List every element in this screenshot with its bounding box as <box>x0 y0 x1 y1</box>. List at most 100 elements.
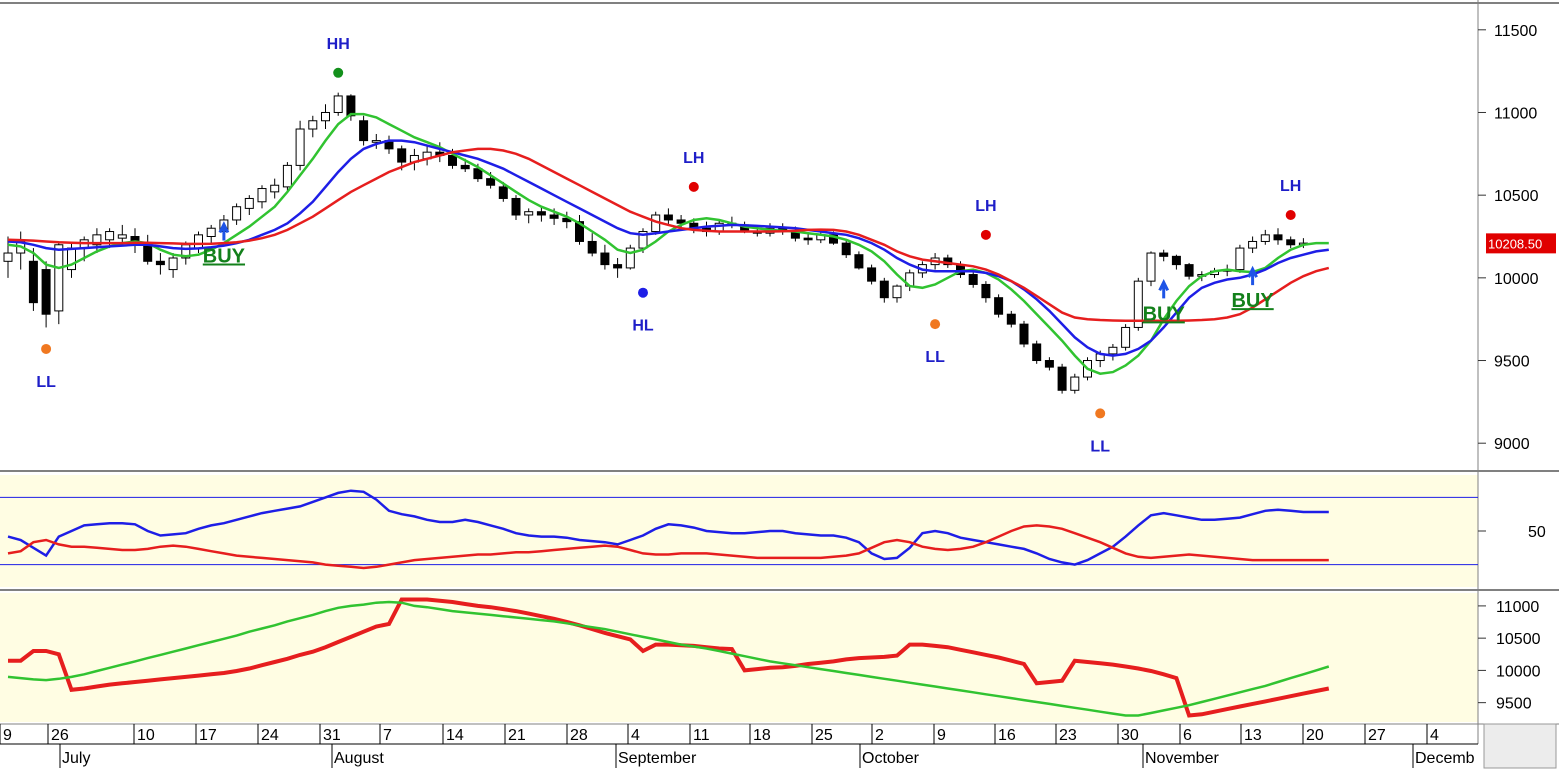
candle-body <box>359 120 369 142</box>
candle-body <box>257 188 267 203</box>
candle-body <box>486 178 496 186</box>
candle-body <box>105 231 115 241</box>
candlestick <box>968 269 978 288</box>
lower-axis-label: 11000 <box>1496 599 1539 616</box>
last-price-tag <box>1486 233 1556 254</box>
last-price-label: 10208.50 <box>1488 236 1542 251</box>
candle-body <box>575 221 584 242</box>
candle-body <box>295 128 305 166</box>
date-axis-day-label: 2 <box>875 727 884 744</box>
pivot-dot <box>333 67 344 78</box>
date-axis-month-label: Decemb <box>1415 750 1475 767</box>
candle-body <box>1057 366 1067 391</box>
pivot-dot <box>930 319 941 330</box>
candle-body <box>155 260 165 266</box>
candle-body <box>1286 239 1296 246</box>
candle-body <box>244 197 254 209</box>
candlestick <box>1108 343 1118 361</box>
candle-body <box>663 214 673 221</box>
price-axis-label: 11000 <box>1494 105 1537 122</box>
candlestick <box>663 208 673 225</box>
lower-axis-label: 9500 <box>1496 696 1532 713</box>
candlestick <box>854 251 864 270</box>
candlestick <box>244 195 254 216</box>
candlestick <box>1044 357 1054 371</box>
candle-body <box>829 234 838 244</box>
price-axis-label: 10000 <box>1494 271 1539 288</box>
date-axis-day-label: 9 <box>937 727 946 744</box>
candlestick <box>1159 249 1169 262</box>
date-axis-day-label: 25 <box>815 727 833 744</box>
low-green-line <box>7 600 1330 717</box>
candle-body <box>54 244 64 312</box>
candlestick <box>295 120 305 171</box>
candle-body <box>803 237 813 241</box>
date-axis-month-label: September <box>618 750 697 767</box>
candle-body <box>892 285 902 299</box>
date-axis-day-label: 9 <box>3 727 12 744</box>
candlestick <box>575 215 584 245</box>
candle-body <box>549 214 559 219</box>
date-axis-day-label: 16 <box>998 727 1016 744</box>
candle-body <box>1184 264 1194 277</box>
date-axis-month-label: November <box>1145 750 1219 767</box>
candle-body <box>625 247 635 269</box>
osc-blue-line <box>7 489 1329 566</box>
date-axis-day-label: 31 <box>323 727 341 744</box>
candlestick <box>359 115 369 146</box>
candlestick <box>105 228 115 249</box>
candlestick <box>1057 363 1067 394</box>
candle-body <box>371 140 381 143</box>
pivot-label: LL <box>36 374 56 391</box>
candle-body <box>473 168 483 180</box>
pivot-label: HH <box>327 36 350 53</box>
candle-body <box>168 257 178 271</box>
candle-body <box>1108 346 1118 355</box>
price-axis-label: 10500 <box>1494 188 1539 205</box>
date-axis-day-label: 17 <box>199 727 217 744</box>
candlestick <box>1171 254 1181 270</box>
ema-mid-line <box>7 139 1329 357</box>
date-axis-day-label: 23 <box>1059 727 1077 744</box>
candle-body <box>1273 234 1283 241</box>
candle-body <box>232 206 242 221</box>
lower-axis-label: 10000 <box>1496 663 1541 680</box>
candle-body <box>524 211 534 216</box>
candle-body <box>867 267 877 282</box>
candlestick <box>1146 251 1156 287</box>
candle-body <box>333 95 343 113</box>
date-axis-month-label: July <box>62 750 90 767</box>
candlestick <box>600 244 610 270</box>
ema-long-line <box>7 147 1330 323</box>
date-axis-day-label: 10 <box>137 727 155 744</box>
candlestick <box>346 94 356 121</box>
candlestick <box>282 162 292 192</box>
candle-body <box>1019 323 1029 345</box>
buy-signal-label: BUY <box>203 246 246 268</box>
candlestick <box>1133 277 1143 331</box>
candle-body <box>1032 343 1042 362</box>
buy-signal-label: BUY <box>1143 303 1186 325</box>
candle-body <box>346 95 356 117</box>
candlestick <box>168 253 178 278</box>
buy-signal-label: BUY <box>1231 290 1274 312</box>
date-axis-day-label: 13 <box>1244 727 1262 744</box>
price-axis-label: 9500 <box>1494 354 1530 371</box>
candlestick <box>1248 236 1258 254</box>
buy-arrow-icon <box>218 221 230 241</box>
candle-body <box>28 260 38 304</box>
date-axis-day-label: 27 <box>1368 727 1386 744</box>
candle-body <box>1070 376 1080 391</box>
lower-axis-label: 10500 <box>1496 631 1541 648</box>
candlestick <box>155 253 165 275</box>
candlestick <box>587 233 597 257</box>
candlestick <box>625 244 635 270</box>
candle-body <box>397 148 407 163</box>
date-axis-day-label: 24 <box>261 727 279 744</box>
pivot-dot <box>1095 408 1106 419</box>
date-axis-day-label: 11 <box>693 727 710 744</box>
candlestick <box>1032 340 1042 364</box>
pivot-dot <box>638 287 648 298</box>
candle-body <box>1248 240 1258 249</box>
